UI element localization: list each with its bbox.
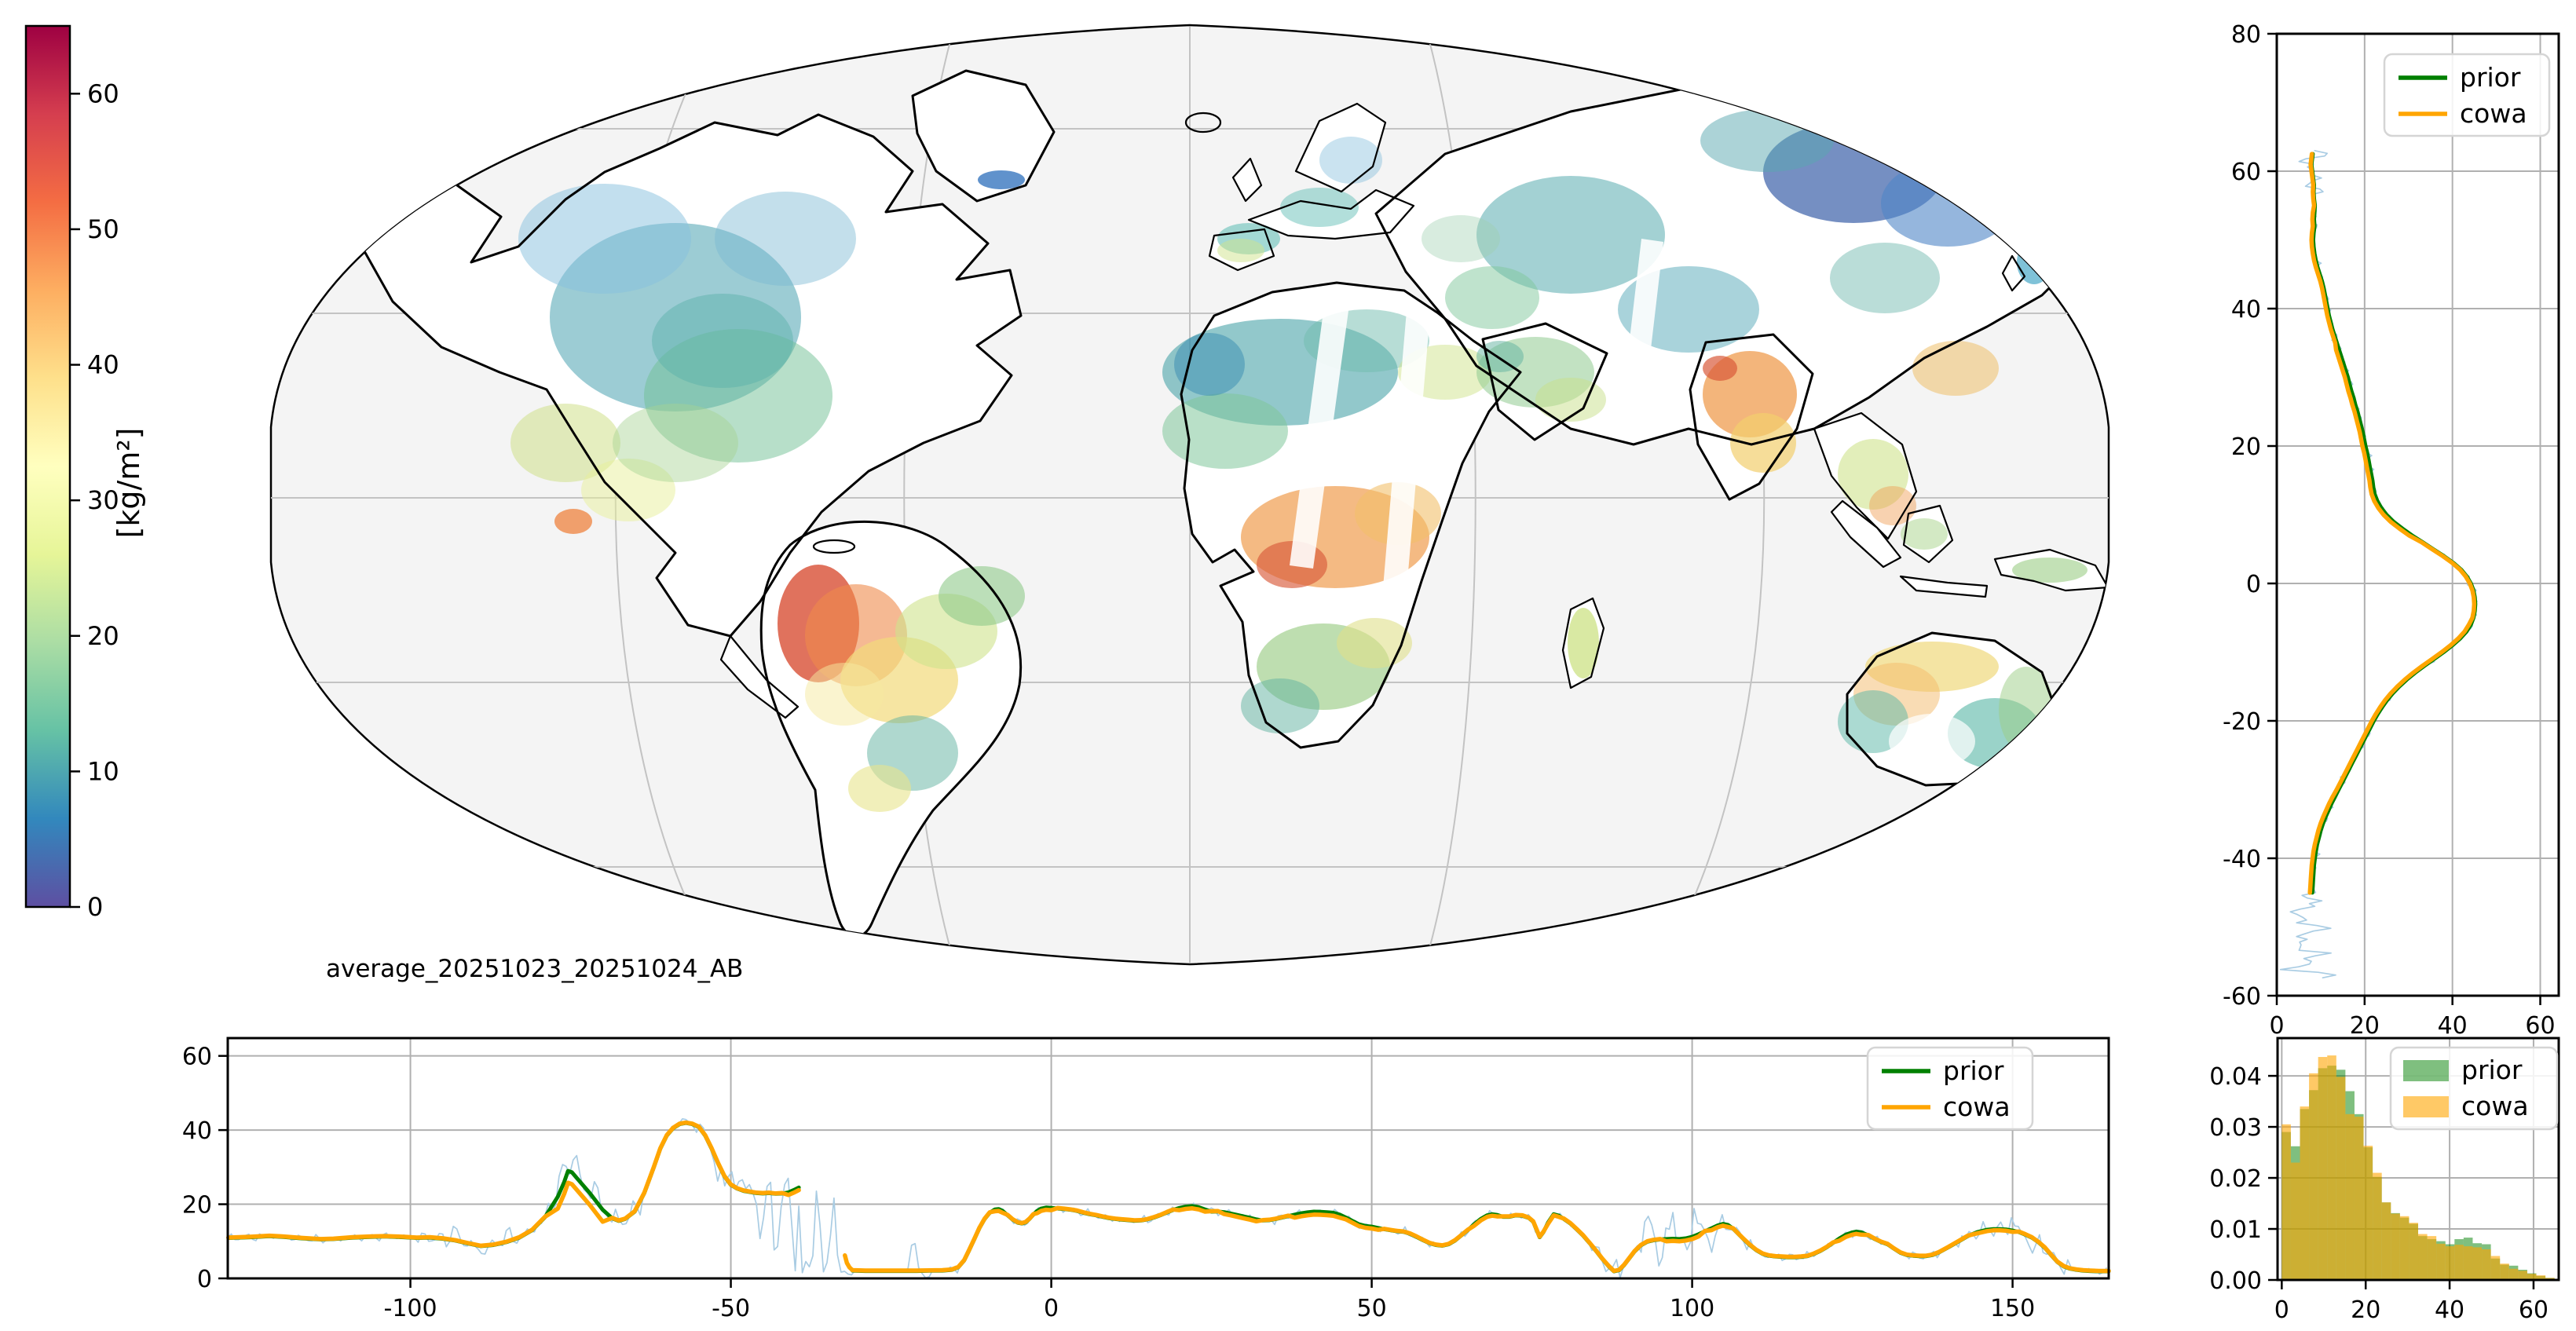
x-tick-label: 60	[2519, 1296, 2549, 1324]
y-tick-label: 0.02	[2209, 1165, 2262, 1193]
y-tick-label: 0.03	[2209, 1114, 2262, 1142]
y-tick-label: 80	[2231, 21, 2261, 49]
x-tick-label: 20	[2351, 1296, 2380, 1324]
x-tick-label: -100	[384, 1295, 437, 1322]
x-tick-label: 100	[1670, 1295, 1714, 1322]
cowa-bars	[2281, 1055, 2555, 1280]
colorbar-tick-label: 10	[87, 756, 119, 786]
y-tick-label: 0	[197, 1266, 212, 1293]
y-tick-label: 0	[2246, 571, 2261, 598]
x-tick-label: 0	[1044, 1295, 1059, 1322]
legend-label-cowa: cowa	[1943, 1091, 2011, 1122]
colorbar-tick-label: 30	[87, 485, 119, 515]
x-tick-label: 20	[2350, 1012, 2380, 1040]
legend-label-cowa: cowa	[2461, 1091, 2529, 1121]
legend-label-cowa: cowa	[2460, 98, 2527, 129]
y-tick-label: 0.04	[2209, 1063, 2262, 1091]
cowa-line	[2307, 152, 2477, 895]
map-nodata-swaths	[1290, 239, 1663, 600]
x-tick-label: 60	[2525, 1012, 2555, 1040]
x-tick-label: 50	[1356, 1295, 1386, 1322]
colorbar-tick-label: 40	[87, 350, 119, 380]
colorbar-ticks: 0 10 20 30 40 50 60	[70, 79, 119, 922]
legend-label-prior: prior	[2460, 62, 2521, 93]
noisy-line	[2279, 149, 2478, 979]
y-tick-label: 0.01	[2209, 1216, 2262, 1244]
histogram-plot: 0 20 40 60 0.00 0.01 0.02 0.03 0.04 prior cowa	[2209, 1037, 2560, 1324]
colorbar: 0 10 20 30 40 50 60 [kg/m²]	[24, 24, 146, 922]
y-tick-label: 20	[2231, 433, 2261, 461]
cowa-line	[843, 1205, 2111, 1274]
x-tick-label: 40	[2438, 1012, 2468, 1040]
prior-line	[226, 1121, 801, 1249]
map-date-annotation: average_20251023_20251024_AB	[326, 955, 743, 983]
colorbar-tick-label: 50	[87, 214, 119, 244]
colorbar-unit-label: [kg/m²]	[112, 428, 146, 539]
legend: prior cowa	[1866, 1046, 2034, 1131]
world-map: average_20251023_20251024_AB	[269, 24, 2110, 983]
y-tick-label: 40	[182, 1117, 212, 1145]
colorbar-gradient	[24, 24, 71, 909]
y-tick-label: -40	[2223, 846, 2261, 873]
y-tick-label: 20	[182, 1192, 212, 1219]
y-tick-label: 60	[182, 1044, 212, 1071]
zonal-mean-plot: 0 20 40 60 80 60 40 20 0 -20 -40 -60 prior cowa	[2223, 21, 2560, 1040]
y-tick-label: 40	[2231, 296, 2261, 324]
legend: prior cowa	[2383, 53, 2551, 137]
colorbar-tick-label: 20	[87, 621, 119, 651]
y-tick-label: -60	[2223, 983, 2261, 1011]
x-tick-label: 40	[2435, 1296, 2464, 1324]
map-landmasses	[352, 69, 2109, 938]
noisy-line	[227, 1117, 2107, 1279]
legend-label-prior: prior	[2461, 1055, 2523, 1085]
y-tick-label: -20	[2223, 708, 2261, 736]
y-tick-label: 0.00	[2209, 1267, 2262, 1295]
colorbar-tick-label: 0	[87, 892, 103, 922]
legend-label-prior: prior	[1943, 1055, 2004, 1086]
x-tick-label: 0	[2274, 1296, 2289, 1324]
x-tick-label: 150	[1990, 1295, 2035, 1322]
legend: prior cowa	[2389, 1046, 2559, 1131]
prior-line	[851, 1204, 2111, 1274]
x-tick-label: 0	[2269, 1012, 2284, 1040]
meridional-mean-plot: -100 -50 0 50 100 150 0 20 40 60 prior cowa	[182, 1037, 2111, 1322]
cowa-line	[226, 1120, 801, 1249]
x-tick-label: -50	[712, 1295, 750, 1322]
colorbar-tick-label: 60	[87, 79, 119, 108]
y-tick-label: 60	[2231, 159, 2261, 186]
